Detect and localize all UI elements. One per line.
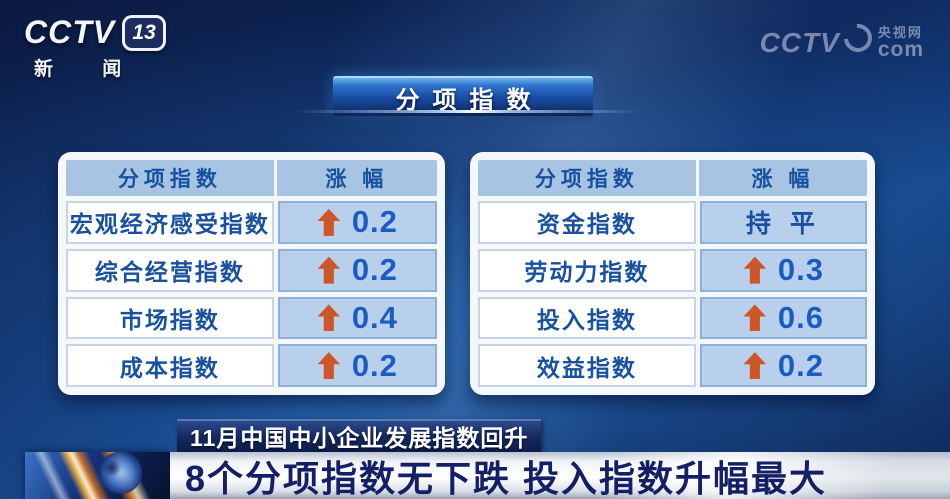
section-title: 分项指数 [395, 86, 544, 114]
cctv-com-watermark: CCTV 央视网 com [759, 18, 924, 62]
index-name: 资金指数 [478, 201, 696, 244]
index-change-cell: 0.2 [277, 201, 437, 244]
change-value: 0.2 [777, 347, 824, 383]
up-arrow-icon [317, 256, 341, 284]
change-value: 0.2 [351, 347, 398, 383]
watermark-text-column: 央视网 com [878, 26, 924, 60]
column-header-change: 涨 幅 [751, 168, 815, 191]
up-arrow-icon [317, 304, 341, 332]
cctv13-logo-row: CCTV 13 [24, 14, 167, 51]
index-change-cell: 0.2 [277, 248, 437, 292]
index-name: 投入指数 [478, 296, 696, 340]
headline-banner: 8个分项指数无下跌 投入指数升幅最大 [170, 452, 950, 499]
channel-13-badge: 13 [122, 14, 167, 51]
index-name: 劳动力指数 [478, 248, 696, 292]
table-row: 效益指数 0.2 [478, 344, 867, 387]
change-value: 持 平 [745, 210, 821, 239]
section-title-banner: 分项指数 [333, 76, 593, 116]
index-table-left: 分项指数 涨 幅 宏观经济感受指数 0.2 综合经营指数 0.2 市场指数 0.… [58, 152, 445, 395]
cctv13-logo: CCTV 13 新 闻 [24, 14, 167, 81]
change-value: 0.2 [351, 204, 398, 240]
table-row: 资金指数 持 平 [478, 201, 867, 244]
index-change-cell: 0.3 [699, 248, 867, 292]
index-name: 综合经营指数 [66, 248, 274, 292]
index-change-cell: 0.2 [277, 344, 437, 387]
watermark-site-name: 央视网 [877, 25, 923, 40]
index-change-cell: 0.6 [699, 296, 867, 340]
up-arrow-icon [743, 304, 767, 332]
table-row: 成本指数 0.2 [66, 344, 437, 387]
header-divider [695, 160, 699, 196]
cctv-wordmark: CCTV [24, 14, 116, 50]
index-change-cell: 0.4 [277, 296, 437, 340]
index-change-cell: 0.2 [699, 344, 867, 387]
index-name: 效益指数 [478, 344, 696, 387]
globe-ring-icon [838, 18, 878, 58]
index-table-right: 分项指数 涨 幅 资金指数 持 平 劳动力指数 0.3 投入指数 0.6 [470, 152, 875, 395]
up-arrow-icon [317, 208, 341, 236]
index-name: 宏观经济感受指数 [66, 201, 274, 244]
change-value: 0.6 [777, 299, 824, 335]
column-header-change: 涨 幅 [325, 168, 389, 191]
change-value: 0.3 [777, 252, 824, 288]
watermark-domain: com [877, 38, 924, 61]
up-arrow-icon [743, 256, 767, 284]
up-arrow-icon [743, 352, 767, 380]
table-row: 市场指数 0.4 [66, 296, 437, 340]
watermark-cctv-wordmark: CCTV [759, 27, 840, 58]
table-row: 投入指数 0.6 [478, 296, 867, 340]
header-divider [273, 160, 277, 196]
channel-subtitle-news: 新 闻 [34, 59, 144, 80]
news-globe-graphic [25, 452, 170, 499]
light-streak [295, 110, 640, 113]
change-value: 0.4 [351, 299, 398, 335]
index-name: 成本指数 [66, 344, 274, 387]
kicker-bar: 11月中国中小企业发展指数回升 [177, 419, 542, 452]
headline-text: 8个分项指数无下跌 投入指数升幅最大 [185, 457, 828, 499]
change-value: 0.2 [351, 252, 398, 288]
column-header-index: 分项指数 [534, 168, 639, 191]
kicker-text: 11月中国中小企业发展指数回升 [190, 424, 529, 451]
column-header-index: 分项指数 [117, 168, 222, 191]
table-header-row: 分项指数 涨 幅 [66, 160, 437, 196]
table-row: 综合经营指数 0.2 [66, 248, 437, 292]
table-row: 宏观经济感受指数 0.2 [66, 201, 437, 244]
index-change-cell: 持 平 [699, 201, 867, 244]
index-name: 市场指数 [66, 296, 274, 340]
up-arrow-icon [317, 352, 341, 380]
table-row: 劳动力指数 0.3 [478, 248, 867, 292]
table-header-row: 分项指数 涨 幅 [478, 160, 867, 196]
